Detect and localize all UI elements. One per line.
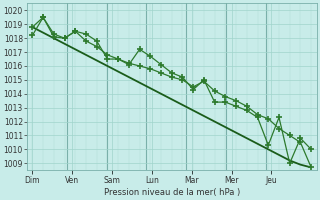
X-axis label: Pression niveau de la mer( hPa ): Pression niveau de la mer( hPa )	[104, 188, 240, 197]
